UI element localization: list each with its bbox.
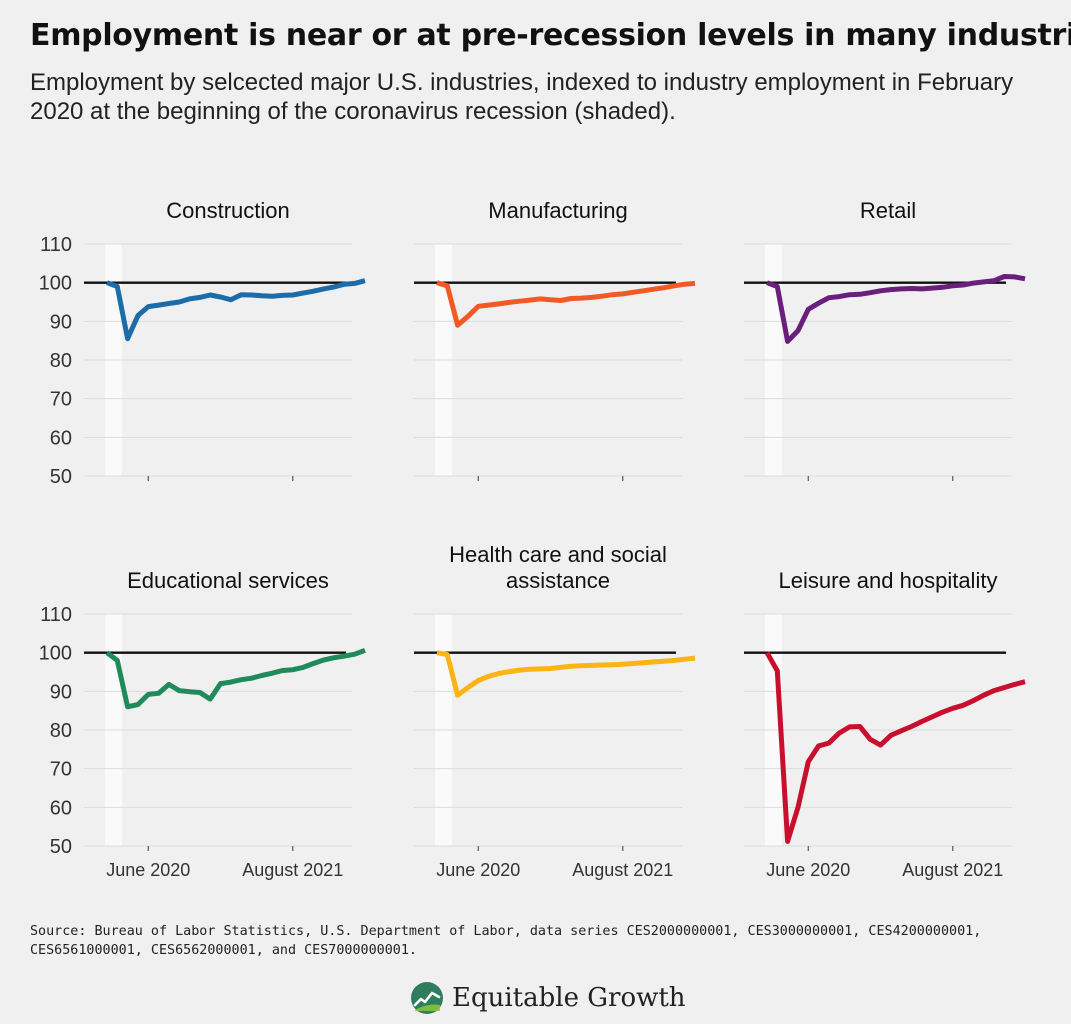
y-tick-label: 100 [39,273,72,295]
series-line [106,278,366,342]
panel-title: Construction [166,198,290,223]
panel-title: Leisure and hospitality [779,568,998,593]
series-line [436,280,696,328]
equitable-growth-logo-icon [411,982,443,1014]
small-multiples-chart: 50 60 70 80 90 100 110 Construction Manufacturin… [39,198,1026,880]
panel-manufacturing: Manufacturing [414,198,696,481]
x-tick-label: August 2021 [242,860,343,880]
y-tick-label: 50 [50,836,72,858]
panel-title: assistance [506,568,610,593]
series-line [105,647,366,710]
chart-title: Employment is near or at pre-recession l… [30,18,1071,53]
y-tick-label: 80 [50,350,72,372]
y-tick-label: 60 [50,427,72,449]
series-line [764,651,1026,844]
source-note: Source: Bureau of Labor Statistics, U.S.… [30,924,982,958]
panel-leisure-and-hospitality: June 2020 August 2021 Leisure and hospital… [744,568,1026,880]
y-tick-label: 60 [50,797,72,819]
y-tick-label: 90 [50,311,72,333]
y-tick-label: 70 [50,389,72,411]
brand-logo-lockup[interactable]: Equitable Growth [410,978,686,1018]
x-tick-label: August 2021 [572,860,673,880]
x-tick-label: August 2021 [902,860,1003,880]
panel-retail: Retail [744,198,1026,481]
series-line [766,274,1026,344]
y-tick-label: 90 [50,681,72,703]
brand-name: Equitable Growth [452,983,686,1013]
panel-title: Retail [860,198,916,223]
panel-construction: 50 60 70 80 90 100 110 Construction [39,198,366,488]
y-tick-label: 50 [50,466,72,488]
panel-title: Manufacturing [488,198,627,223]
series-line [436,650,696,698]
y-tick-label: 110 [40,234,72,256]
x-tick-label: June 2020 [766,860,850,880]
y-tick-label: 100 [39,643,72,665]
x-tick-label: June 2020 [106,860,190,880]
panel-title: Health care and social [449,542,667,567]
y-tick-label: 110 [40,604,72,626]
panel-health-care-and-social-assistance: June 2020 August 2021 Health care and soci… [414,542,696,880]
panel-educational-services: 50 60 70 80 90 100 110 June 2020 August 2021 Educ… [39,568,366,880]
panel-title: Educational services [127,568,329,593]
y-tick-label: 70 [50,759,72,781]
y-tick-label: 80 [50,720,72,742]
x-tick-label: June 2020 [436,860,520,880]
chart-subtitle: Employment by selcected major U.S. indus… [30,69,1014,125]
